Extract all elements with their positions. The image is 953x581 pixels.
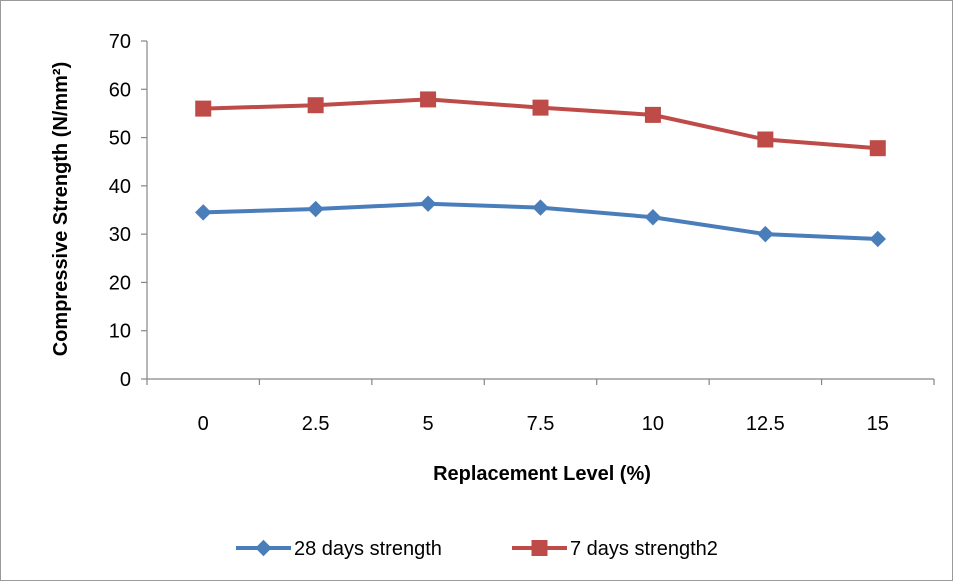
- data-series: [195, 91, 886, 248]
- y-tick-label: 60: [109, 79, 131, 101]
- legend-label: 7 days strength2: [570, 538, 718, 560]
- data-point: [757, 225, 774, 243]
- x-tick-label: 2.5: [302, 413, 330, 435]
- x-tick-labels: 0 2.5 5 7.5 10 12.5 15: [146, 379, 935, 435]
- x-tick-label: 5: [423, 413, 434, 435]
- data-point: [419, 195, 437, 212]
- x-tick-label: 10: [642, 413, 664, 435]
- data-point: [532, 199, 549, 216]
- data-point: [757, 131, 774, 148]
- data-point: [532, 99, 549, 116]
- x-axis-title: Replacement Level (%): [433, 463, 651, 485]
- y-tick-label: 10: [109, 321, 131, 343]
- data-point: [307, 200, 324, 218]
- data-point: [195, 204, 212, 221]
- data-point: [420, 91, 437, 108]
- y-tick-label: 0: [120, 369, 131, 391]
- legend-label: 28 days strength: [294, 538, 442, 560]
- y-tick-label: 50: [109, 128, 131, 150]
- data-point: [307, 97, 324, 114]
- legend-swatch-marker: [255, 539, 272, 557]
- axes: [146, 41, 934, 380]
- y-tick-label: 40: [109, 176, 131, 198]
- data-point: [869, 230, 886, 248]
- series-2: [195, 91, 886, 157]
- data-point: [644, 106, 661, 123]
- x-tick-label: 7.5: [527, 413, 555, 435]
- data-point: [869, 140, 886, 157]
- x-tick-label: 0: [198, 413, 209, 435]
- y-tick-labels: 0 10 20 30 40 50 60 70: [109, 31, 147, 391]
- legend-item: 28 days strength: [236, 538, 442, 560]
- x-tick-label: 12.5: [746, 413, 785, 435]
- y-tick-label: 20: [109, 272, 131, 294]
- y-tick-label: 70: [109, 31, 131, 53]
- legend: 28 days strength 7 days strength2: [236, 538, 718, 560]
- x-tick-label: 15: [867, 413, 889, 435]
- legend-swatch-marker: [531, 540, 548, 556]
- y-tick-label: 30: [109, 224, 131, 246]
- data-point: [644, 209, 662, 226]
- series-1: [195, 195, 886, 248]
- y-axis-title: Compressive Strength (N/mm²): [50, 62, 72, 357]
- legend-item: 7 days strength2: [512, 538, 718, 560]
- data-point: [195, 100, 212, 117]
